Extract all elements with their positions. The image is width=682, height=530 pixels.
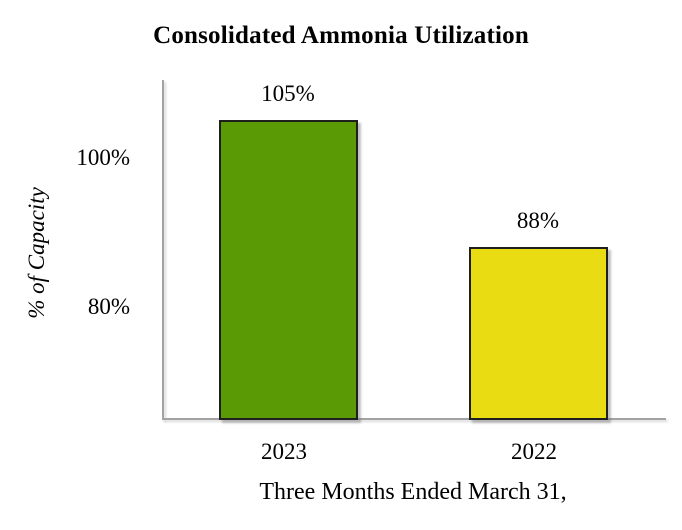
bar-value-label-2023: 105%	[261, 81, 315, 107]
y-tick-label-80: 80%	[87, 293, 130, 319]
chart-title: Consolidated Ammonia Utilization	[153, 22, 529, 49]
bar-value-label-2022: 88%	[516, 208, 560, 234]
x-axis-line	[162, 418, 666, 420]
x-axis-title: Three Months Ended March 31,	[259, 479, 567, 505]
y-axis-title: % of Capacity	[24, 187, 49, 319]
bar-2023	[218, 120, 358, 420]
x-tick-label-2022: 2022	[511, 439, 557, 464]
bar-2022	[468, 247, 608, 420]
x-tick-label-2023: 2023	[261, 439, 307, 464]
y-axis-line	[162, 80, 164, 420]
y-tick-label-100: 100%	[76, 144, 130, 170]
